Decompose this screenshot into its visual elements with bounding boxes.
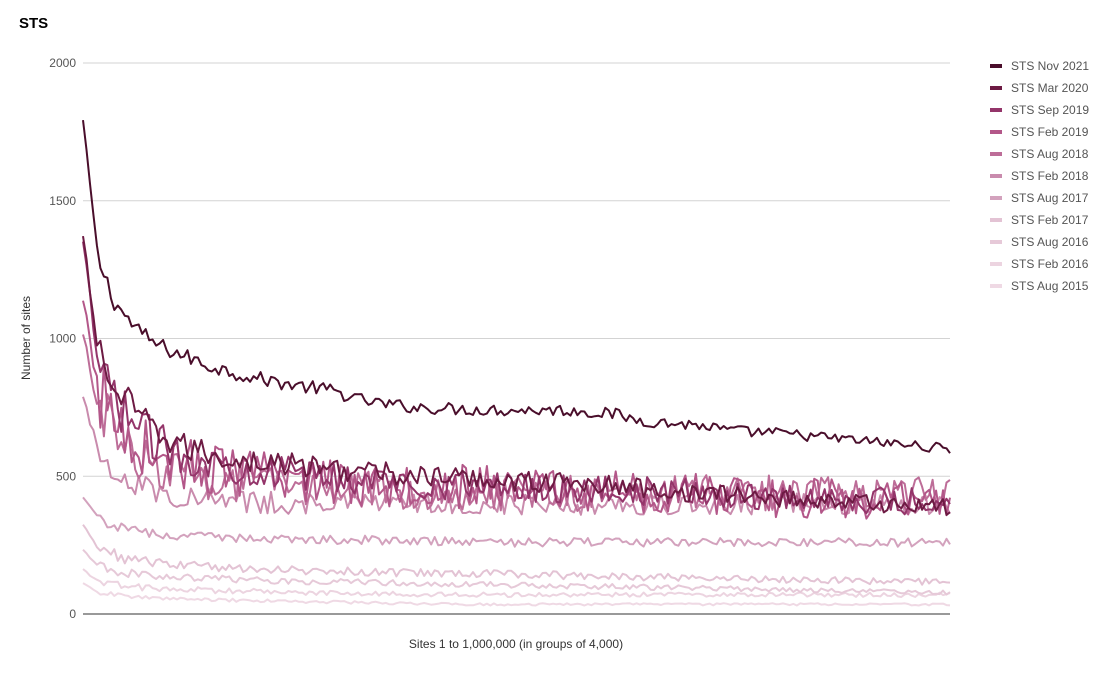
legend-label: STS Feb 2016 <box>1011 257 1089 271</box>
legend-item: STS Nov 2021 <box>990 55 1089 77</box>
series-line-sts-feb-2016 <box>82 568 951 598</box>
legend-label: STS Mar 2020 <box>1011 81 1089 95</box>
series-line-sts-aug-2017 <box>82 496 951 548</box>
legend-item: STS Feb 2019 <box>990 121 1089 143</box>
legend-swatch <box>990 130 1002 134</box>
legend-swatch <box>990 218 1002 222</box>
legend-swatch <box>990 240 1002 244</box>
legend-label: STS Aug 2015 <box>1011 279 1089 293</box>
legend-label: STS Aug 2016 <box>1011 235 1089 249</box>
series-line-sts-mar-2020 <box>82 235 951 516</box>
legend-item: STS Sep 2019 <box>990 99 1089 121</box>
x-axis-title: Sites 1 to 1,000,000 (in groups of 4,000… <box>409 637 623 651</box>
legend-swatch <box>990 64 1002 68</box>
legend-label: STS Sep 2019 <box>1011 103 1090 117</box>
y-tick-label: 0 <box>69 607 76 621</box>
legend-label: STS Feb 2019 <box>1011 125 1089 139</box>
legend-item: STS Feb 2016 <box>990 253 1089 275</box>
legend-label: STS Nov 2021 <box>1011 59 1090 73</box>
legend-item: STS Aug 2018 <box>990 143 1089 165</box>
y-tick-label: 2000 <box>49 56 76 70</box>
legend-item: STS Feb 2017 <box>990 209 1089 231</box>
legend-label: STS Aug 2017 <box>1011 191 1089 205</box>
legend-swatch <box>990 284 1002 288</box>
chart-title: STS <box>19 15 49 32</box>
y-axis-title: Number of sites <box>19 296 33 380</box>
legend-item: STS Feb 2018 <box>990 165 1089 187</box>
legend: STS Nov 2021 STS Mar 2020 STS Sep 2019 STS … <box>990 55 1089 297</box>
legend-item: STS Aug 2017 <box>990 187 1089 209</box>
y-tick-label: 1000 <box>49 332 76 346</box>
legend-swatch <box>990 108 1002 112</box>
series-line-sts-aug-2016 <box>82 549 951 596</box>
legend-label: STS Aug 2018 <box>1011 147 1089 161</box>
legend-swatch <box>990 196 1002 200</box>
series-line-sts-nov-2021 <box>82 119 951 454</box>
legend-label: STS Feb 2017 <box>1011 213 1089 227</box>
y-axis-ticks: 0 500 1000 1500 2000 <box>49 56 76 621</box>
legend-swatch <box>990 174 1002 178</box>
series-line-sts-aug-2015 <box>82 582 951 607</box>
legend-item: STS Aug 2015 <box>990 275 1089 297</box>
y-tick-label: 1500 <box>49 194 76 208</box>
series-lines <box>82 119 951 607</box>
y-tick-label: 500 <box>56 469 76 483</box>
legend-item: STS Aug 2016 <box>990 231 1089 253</box>
legend-swatch <box>990 152 1002 156</box>
legend-item: STS Mar 2020 <box>990 77 1089 99</box>
legend-swatch <box>990 86 1002 90</box>
gridlines <box>83 62 950 477</box>
legend-label: STS Feb 2018 <box>1011 169 1089 183</box>
series-line-sts-feb-2017 <box>82 524 951 586</box>
legend-swatch <box>990 262 1002 266</box>
